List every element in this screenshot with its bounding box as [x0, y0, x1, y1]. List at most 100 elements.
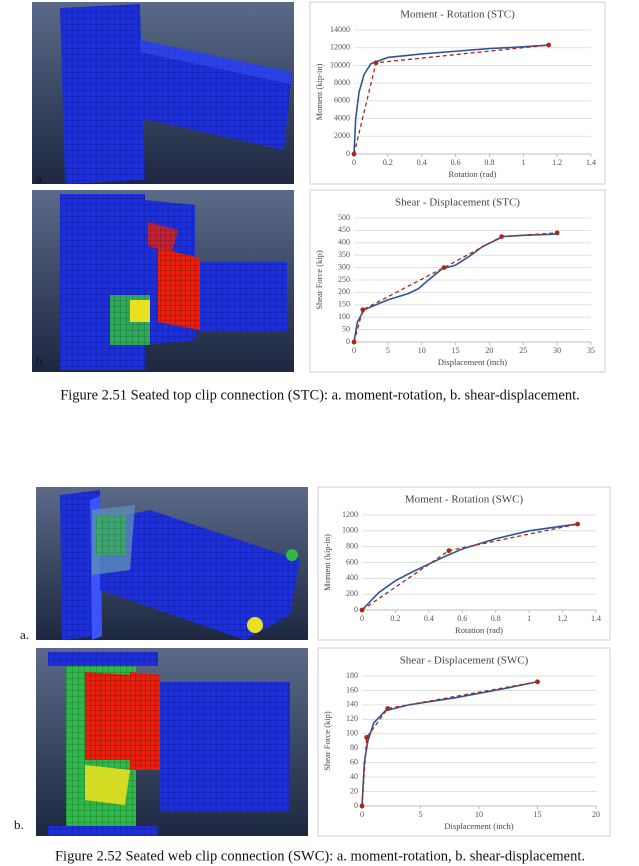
series-line: [361, 523, 578, 611]
y-tick-label: 500: [338, 213, 350, 222]
data-point: [575, 521, 581, 527]
y-axis-label: Shear Force (kip): [322, 711, 332, 771]
figure-caption: Figure 2.52 Seated web clip connection (…: [55, 848, 585, 864]
y-tick-label: 800: [346, 541, 358, 550]
chart-title: Shear - Displacement (SWC): [400, 655, 529, 667]
series-line: [361, 681, 538, 807]
y-tick-label: 180: [346, 671, 358, 680]
panel-label: b.: [14, 817, 24, 832]
x-tick-label: 1: [521, 158, 525, 167]
y-tick-label: 1200: [342, 510, 358, 519]
y-tick-label: 450: [338, 225, 350, 234]
data-point: [546, 42, 552, 48]
x-tick-label: 20: [592, 810, 600, 819]
fe-model-image: [36, 648, 308, 836]
x-tick-label: 0.4: [417, 158, 427, 167]
x-tick-label: 25: [519, 346, 527, 355]
y-tick-label: 400: [338, 238, 350, 247]
x-tick-label: 0: [360, 810, 364, 819]
data-point: [351, 151, 357, 157]
y-axis-label: Moment (kip-in): [322, 534, 332, 591]
x-tick-label: 1.2: [558, 614, 568, 623]
x-tick-label: 0: [352, 346, 356, 355]
data-point: [360, 307, 366, 313]
x-tick-label: 10: [418, 346, 426, 355]
data-point: [446, 548, 452, 554]
x-tick-label: 0.2: [390, 614, 400, 623]
x-tick-label: 1: [527, 614, 531, 623]
x-tick-label: 15: [534, 810, 542, 819]
chart-title: Shear - Displacement (STC): [395, 197, 520, 209]
x-axis-label: Displacement (inch): [444, 821, 513, 831]
data-point: [385, 706, 391, 711]
x-tick-label: 0.6: [457, 614, 467, 623]
y-tick-label: 4000: [334, 113, 350, 122]
figure-caption: Figure 2.51 Seated top clip connection (…: [60, 387, 580, 403]
data-point: [499, 234, 505, 240]
x-tick-label: 0.4: [424, 614, 434, 623]
x-tick-label: 20: [485, 346, 493, 355]
y-tick-label: 400: [346, 573, 358, 582]
x-tick-label: 30: [553, 346, 561, 355]
fe-model-image: [32, 190, 294, 372]
x-tick-label: 0: [352, 158, 356, 167]
x-tick-label: 0.6: [451, 158, 461, 167]
y-tick-label: 250: [338, 275, 350, 284]
panel-label: b.: [36, 353, 46, 368]
y-tick-label: 80: [350, 743, 358, 752]
fe-model-image: [36, 487, 308, 640]
y-axis-label: Moment (kip-in): [314, 63, 324, 120]
y-tick-label: 6000: [334, 96, 350, 105]
x-tick-label: 0.2: [383, 158, 393, 167]
y-tick-label: 0: [346, 337, 350, 346]
x-tick-label: 5: [419, 810, 423, 819]
series-line: [353, 44, 549, 155]
y-tick-label: 40: [350, 772, 358, 781]
data-point: [554, 230, 560, 236]
x-tick-label: 35: [587, 346, 595, 355]
x-tick-label: 1.4: [591, 614, 601, 623]
x-tick-label: 0.8: [484, 158, 494, 167]
series-line: [353, 232, 558, 343]
y-tick-label: 20: [350, 786, 358, 795]
y-tick-label: 160: [346, 685, 358, 694]
y-tick-label: 0: [354, 605, 358, 614]
x-axis-label: Rotation (rad): [449, 169, 497, 179]
y-tick-label: 150: [338, 300, 350, 309]
y-tick-label: 100: [346, 729, 358, 738]
fe-model-image: [32, 2, 294, 184]
data-point: [535, 679, 540, 685]
y-tick-label: 50: [342, 324, 350, 333]
chart: Shear - Displacement (STC) Displacement (…: [309, 189, 606, 373]
panel-label: a.: [36, 171, 45, 186]
x-tick-label: 1.2: [552, 158, 562, 167]
y-tick-label: 2000: [334, 131, 350, 140]
y-tick-label: 0: [354, 801, 358, 810]
data-point: [441, 265, 447, 270]
data-point: [359, 607, 365, 613]
data-point: [359, 803, 365, 809]
y-tick-label: 200: [338, 287, 350, 296]
x-tick-label: 1.4: [586, 158, 596, 167]
x-tick-label: 5: [386, 346, 390, 355]
y-tick-label: 140: [346, 700, 358, 709]
y-tick-label: 60: [350, 757, 358, 766]
panel-label: a.: [20, 627, 29, 642]
y-tick-label: 200: [346, 589, 358, 598]
x-axis-label: Rotation (rad): [455, 625, 503, 635]
data-point: [364, 734, 370, 740]
data-point: [373, 60, 379, 66]
chart: Moment - Rotation (SWC) Rotation (rad) Mom…: [317, 486, 611, 641]
chart: Shear - Displacement (SWC) Displacement (…: [317, 647, 611, 837]
y-tick-label: 8000: [334, 78, 350, 87]
chart-frame: [317, 486, 611, 641]
y-tick-label: 100: [338, 312, 350, 321]
y-tick-label: 120: [346, 714, 358, 723]
y-axis-label: Shear Force (kip): [314, 250, 324, 310]
y-tick-label: 10000: [330, 60, 350, 69]
y-tick-label: 12000: [330, 43, 350, 52]
y-tick-label: 600: [346, 557, 358, 566]
chart: Moment - Rotation (STC) Rotation (rad) Mom…: [309, 1, 606, 185]
x-tick-label: 15: [452, 346, 460, 355]
y-tick-label: 350: [338, 250, 350, 259]
